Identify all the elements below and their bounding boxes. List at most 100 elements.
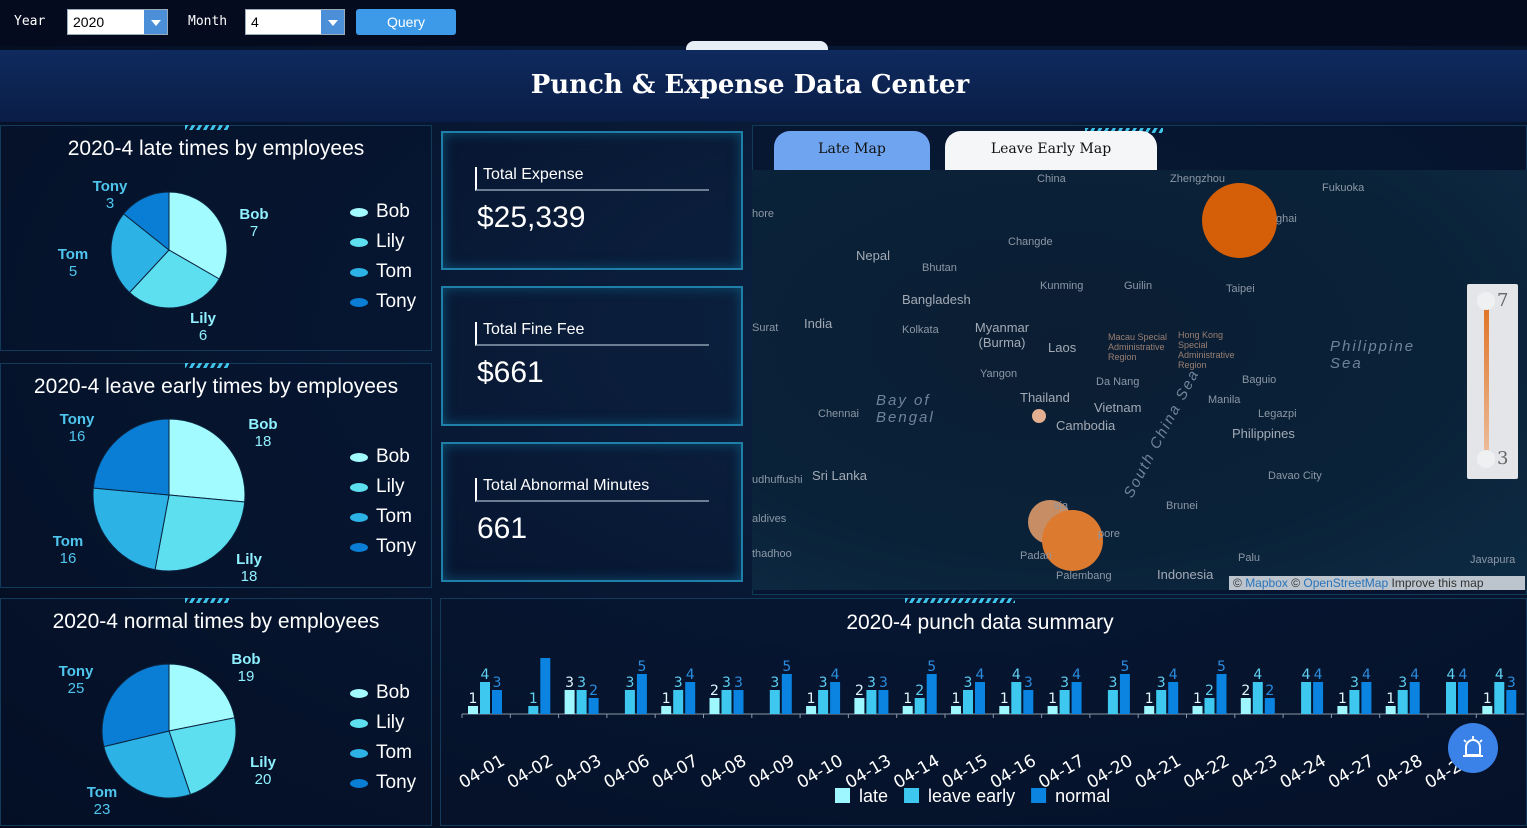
- bar-normal[interactable]: [1168, 682, 1179, 714]
- pie-slice-tom[interactable]: [92, 487, 170, 571]
- legend-item[interactable]: Bob: [350, 442, 416, 472]
- bar-normal[interactable]: [1506, 690, 1517, 714]
- bar-normal[interactable]: [1313, 682, 1324, 714]
- query-button[interactable]: Query: [356, 9, 456, 35]
- bar-late[interactable]: [709, 698, 720, 714]
- legend-item[interactable]: Tony: [350, 532, 416, 562]
- bar-late[interactable]: [854, 698, 865, 714]
- legend-label[interactable]: late: [859, 786, 888, 806]
- bar-leave-early[interactable]: [576, 690, 587, 714]
- visual-map-slider[interactable]: 7 3: [1467, 284, 1518, 479]
- bar-normal[interactable]: [1264, 698, 1275, 714]
- alarm-button[interactable]: [1448, 723, 1498, 773]
- bar-normal[interactable]: [1361, 682, 1372, 714]
- bar-leave-early[interactable]: [1059, 690, 1070, 714]
- pie-slice-tony[interactable]: [92, 418, 170, 496]
- legend-label[interactable]: normal: [1055, 786, 1110, 806]
- bar-normal[interactable]: [781, 674, 792, 714]
- improve-map-link[interactable]: Improve this map: [1391, 576, 1484, 590]
- legend-item[interactable]: Tom: [350, 257, 416, 287]
- slider-handle-min[interactable]: [1477, 450, 1495, 468]
- bar-normal[interactable]: [636, 674, 647, 714]
- tab-late-map[interactable]: Late Map: [774, 131, 930, 170]
- legend-item[interactable]: Lily: [350, 708, 416, 738]
- bar-normal[interactable]: [733, 690, 744, 714]
- map-bubble[interactable]: [1042, 510, 1103, 571]
- legend-item[interactable]: Bob: [350, 678, 416, 708]
- pie-slice-lily[interactable]: [128, 249, 220, 309]
- bar-late[interactable]: [1192, 706, 1203, 714]
- bar-normal[interactable]: [1458, 682, 1468, 714]
- bar-normal[interactable]: [1023, 690, 1034, 714]
- map-bubble[interactable]: [1202, 183, 1277, 258]
- bar-leave-early[interactable]: [1252, 682, 1263, 714]
- collapse-handle[interactable]: [686, 41, 828, 51]
- bar-leave-early[interactable]: [1349, 690, 1360, 714]
- bar-late[interactable]: [999, 706, 1010, 714]
- bar-normal[interactable]: [1071, 682, 1082, 714]
- bar-leave-early[interactable]: [1156, 690, 1167, 714]
- bar-leave-early[interactable]: [721, 690, 732, 714]
- bar-leave-early[interactable]: [673, 690, 684, 714]
- bar-leave-early[interactable]: [480, 682, 490, 714]
- osm-link[interactable]: OpenStreetMap: [1303, 576, 1389, 590]
- bar-leave-early[interactable]: [914, 698, 925, 714]
- pie-slice-bob[interactable]: [168, 418, 246, 503]
- legend-item[interactable]: Lily: [350, 227, 416, 257]
- bar-normal[interactable]: [878, 690, 889, 714]
- pie-slice-lily[interactable]: [168, 717, 237, 796]
- bar-leave-early[interactable]: [1494, 682, 1505, 714]
- bar-normal[interactable]: [1409, 682, 1420, 714]
- bar-normal[interactable]: [926, 674, 937, 714]
- bar-late[interactable]: [1482, 706, 1493, 714]
- pie-slice-tony[interactable]: [101, 663, 170, 748]
- bar-leave-early[interactable]: [963, 690, 973, 714]
- bar-late[interactable]: [1047, 706, 1058, 714]
- bar-leave-early[interactable]: [769, 690, 780, 714]
- bar-normal[interactable]: [830, 682, 841, 714]
- bar-leave-early[interactable]: [528, 706, 539, 714]
- bar-leave-early[interactable]: [1397, 690, 1408, 714]
- bar-normal[interactable]: [588, 698, 599, 714]
- pie-slice-bob[interactable]: [168, 663, 236, 732]
- bar-late[interactable]: [951, 706, 961, 714]
- bar-normal[interactable]: [685, 682, 696, 714]
- tab-leave-early-map[interactable]: Leave Early Map: [945, 131, 1157, 170]
- bar-leave-early[interactable]: [624, 690, 635, 714]
- mapbox-link[interactable]: Mapbox: [1245, 576, 1288, 590]
- slider-handle-max[interactable]: [1477, 292, 1495, 310]
- bar-late[interactable]: [902, 706, 913, 714]
- bar-leave-early[interactable]: [818, 690, 829, 714]
- legend-item[interactable]: Tony: [350, 287, 416, 317]
- bar-leave-early[interactable]: [1011, 682, 1022, 714]
- pie-slice-tony[interactable]: [122, 191, 170, 252]
- bar-late[interactable]: [468, 706, 478, 714]
- legend-label[interactable]: leave early: [928, 786, 1015, 806]
- bar-leave-early[interactable]: [1107, 690, 1118, 714]
- legend-item[interactable]: Tom: [350, 502, 416, 532]
- chevron-down-icon[interactable]: [321, 10, 344, 34]
- bar-leave-early[interactable]: [1301, 682, 1312, 714]
- map-bubble[interactable]: [1032, 409, 1046, 423]
- bar-late[interactable]: [1385, 706, 1396, 714]
- legend-item[interactable]: Lily: [350, 472, 416, 502]
- bar-normal[interactable]: [540, 658, 551, 714]
- bar-late[interactable]: [1240, 698, 1251, 714]
- bar-normal[interactable]: [492, 690, 502, 714]
- pie-slice-lily[interactable]: [154, 494, 246, 572]
- bar-late[interactable]: [806, 706, 817, 714]
- map[interactable]: China Zhengzhou Fukuoka hore Nepal Bhutan Chan…: [752, 170, 1527, 590]
- chevron-down-icon[interactable]: [144, 10, 167, 34]
- pie-slice-tom[interactable]: [110, 213, 170, 294]
- pie-slice-bob[interactable]: [168, 191, 228, 280]
- bar-leave-early[interactable]: [1204, 698, 1215, 714]
- bar-normal[interactable]: [1216, 674, 1227, 714]
- legend-item[interactable]: Tom: [350, 738, 416, 768]
- bar-leave-early[interactable]: [1446, 682, 1456, 714]
- pie-slice-tom[interactable]: [103, 730, 192, 799]
- bar-leave-early[interactable]: [866, 690, 877, 714]
- bar-late[interactable]: [1144, 706, 1155, 714]
- bar-late[interactable]: [661, 706, 672, 714]
- bar-normal[interactable]: [975, 682, 985, 714]
- bar-late[interactable]: [564, 690, 575, 714]
